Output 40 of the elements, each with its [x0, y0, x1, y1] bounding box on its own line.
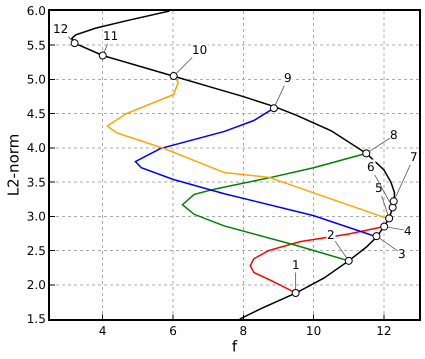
annotation: 8 [390, 128, 398, 142]
point [170, 72, 178, 80]
annotation: 6 [367, 160, 375, 174]
annotation: 1 [292, 258, 300, 272]
annotation: 3 [398, 247, 406, 261]
point [344, 256, 353, 265]
point [372, 232, 380, 240]
annotation: 2 [327, 228, 335, 242]
point [362, 149, 370, 158]
annotation: 12 [53, 22, 68, 36]
point [390, 197, 398, 206]
annotation: 10 [192, 43, 208, 57]
point [270, 104, 278, 112]
x-tick-label: 6 [169, 324, 177, 338]
y-tick-label: 6.0 [26, 4, 46, 18]
y-tick-label: 2.0 [26, 278, 46, 292]
point [70, 39, 79, 48]
point [385, 214, 394, 222]
x-axis-title: f [232, 338, 238, 356]
annotation: 9 [284, 71, 292, 85]
point [292, 288, 300, 297]
y-tick-label: 1.5 [26, 312, 46, 326]
y-tick-label: 3.0 [26, 210, 46, 224]
point [380, 222, 388, 231]
y-tick-label: 2.5 [26, 244, 46, 258]
y-tick-label: 3.5 [26, 175, 46, 190]
y-tick-label: 4.0 [26, 141, 46, 156]
y-axis-title: L2-norm [4, 134, 23, 196]
annotation: 4 [404, 224, 412, 238]
y-tick-label: 5.5 [26, 38, 46, 52]
x-tick-label: 8 [239, 324, 248, 338]
y-tick-label: 5.0 [26, 72, 46, 87]
annotation: 7 [410, 150, 418, 164]
y-tick-label: 4.5 [26, 106, 46, 121]
x-tick-label: 10 [306, 324, 322, 338]
point [98, 51, 107, 60]
annotation: 5 [375, 181, 383, 195]
x-tick-label: 4 [98, 324, 107, 338]
x-tick-label: 12 [376, 324, 392, 338]
annotation: 11 [103, 29, 118, 43]
